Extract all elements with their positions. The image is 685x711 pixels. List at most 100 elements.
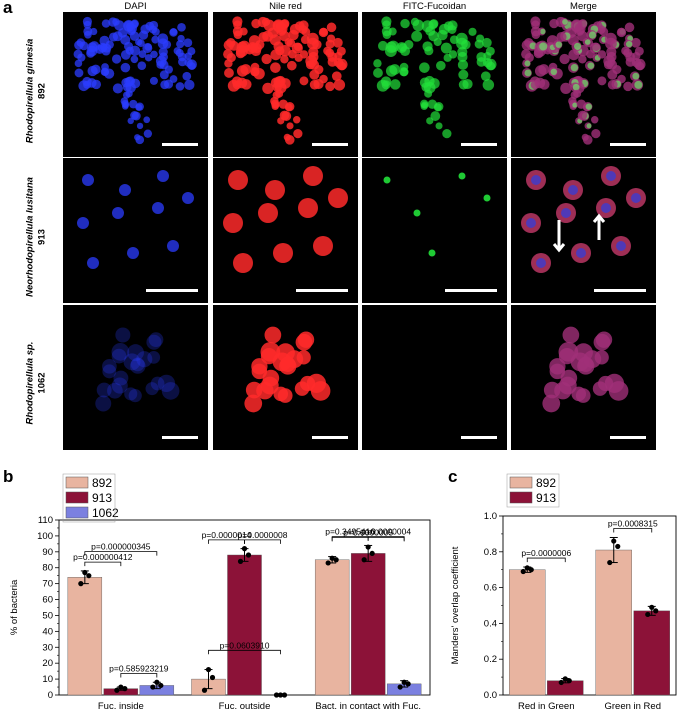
bar-892-2 (314, 559, 350, 696)
data-point (122, 686, 128, 692)
cell (458, 79, 469, 90)
cell (482, 57, 493, 68)
micrograph-image (95, 327, 180, 412)
cell (130, 55, 139, 64)
p-value-label: p=0.0000008 (238, 530, 288, 540)
cell (152, 202, 164, 214)
cell (419, 62, 430, 73)
cell (482, 79, 495, 91)
x-category-label: Green in Red (604, 701, 661, 710)
legend-swatch (509, 476, 533, 489)
cell (578, 55, 587, 64)
y-tick-label: 0 (48, 690, 53, 701)
cell (111, 377, 128, 394)
panel-letter-b: b (3, 467, 14, 486)
data-point (566, 678, 572, 684)
cell (430, 111, 441, 121)
cell (238, 40, 251, 53)
cell (157, 38, 169, 49)
nucleoid-signal (616, 241, 626, 251)
significance-bracket (208, 539, 245, 544)
x-category-label: Red in Green (518, 701, 575, 710)
data-point (86, 573, 92, 579)
cell (583, 350, 602, 369)
cell (255, 40, 265, 50)
cell (264, 326, 282, 344)
cell (87, 65, 98, 77)
cell (286, 122, 294, 130)
cell (483, 51, 492, 61)
cell (570, 91, 579, 100)
fucoidan-signal (584, 39, 591, 45)
cell (79, 41, 89, 51)
cell (177, 23, 186, 32)
cell (383, 176, 391, 184)
fucoidan-signal (626, 40, 633, 48)
cell (112, 83, 123, 94)
data-point (520, 568, 526, 575)
nucleoid-signal (526, 218, 536, 228)
cell (560, 82, 572, 95)
data-point (114, 687, 120, 693)
significance-bracket (526, 557, 566, 563)
cell (164, 65, 173, 74)
cell (129, 99, 138, 109)
cell (294, 381, 310, 396)
data-point (241, 546, 248, 552)
cell (229, 40, 239, 51)
cell (458, 69, 469, 80)
cell (261, 53, 272, 65)
micrograph-fitc-1062 (362, 305, 507, 450)
cell (258, 31, 269, 43)
cell (157, 170, 169, 182)
legend-label: 1062 (92, 506, 119, 520)
nucleoid-signal (531, 175, 541, 185)
fucoidan-signal (524, 69, 532, 77)
cell (136, 122, 144, 130)
significance-bracket (120, 673, 158, 678)
cell (421, 82, 431, 92)
legend-label: 913 (92, 491, 112, 505)
cell (128, 389, 142, 403)
cell (251, 363, 268, 380)
data-point (82, 569, 88, 576)
cell (145, 382, 159, 396)
cell (122, 101, 130, 109)
species-name: Rhodopirellula gimesia (24, 38, 36, 144)
data-point (645, 611, 651, 618)
cell (122, 82, 132, 92)
cell (137, 61, 147, 70)
fucoidan-signal (587, 62, 595, 70)
micrograph-image (244, 326, 331, 413)
cell (233, 253, 253, 273)
cell (157, 374, 176, 393)
cell (228, 170, 248, 190)
cell (333, 79, 346, 91)
data-point (201, 687, 208, 693)
column-header-nile-red: Nile red (269, 1, 302, 12)
column-header-merge: Merge (570, 1, 597, 12)
cell (126, 26, 136, 36)
y-tick-label: 110 (38, 515, 53, 526)
y-tick-label: 40 (42, 626, 53, 637)
cell (130, 358, 146, 374)
p-value-label: p=0.000000412 (73, 552, 133, 562)
cell (261, 17, 271, 27)
p-value-label: p=0.3495416 (325, 527, 375, 537)
cell (604, 373, 625, 393)
p-value-label: p=0.000000345 (91, 542, 151, 552)
cell (127, 117, 134, 125)
y-tick-label: 1.0 (484, 511, 497, 522)
x-category-label: Bact. in contact with Fuc. (315, 701, 421, 710)
cell (381, 80, 391, 90)
cell (134, 134, 141, 141)
scale-bar (162, 436, 198, 439)
cell (272, 101, 280, 109)
cell (534, 65, 547, 77)
cell (223, 213, 243, 233)
bar-892-0 (509, 569, 546, 696)
cell (107, 382, 123, 399)
micrograph-dapi-1062 (63, 305, 208, 450)
cell (270, 62, 281, 73)
cell (436, 60, 446, 71)
